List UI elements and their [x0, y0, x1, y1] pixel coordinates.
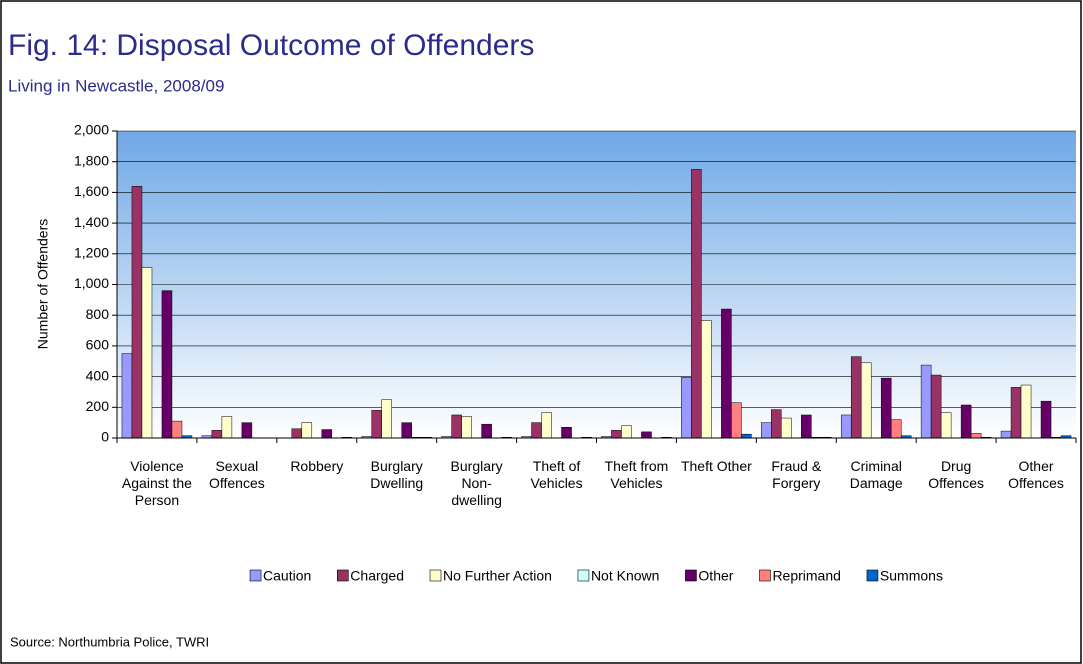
bar: [241, 422, 253, 439]
y-tick-label: 400: [86, 367, 110, 383]
legend-swatch: [577, 569, 590, 582]
x-tick-label: Sexual Offences: [208, 458, 265, 491]
bar: [211, 430, 223, 439]
bar: [221, 416, 233, 439]
bar: [371, 410, 382, 439]
bar: [1040, 400, 1052, 439]
legend-swatch: [249, 569, 262, 582]
bar: [850, 356, 862, 439]
bar: [1010, 387, 1022, 439]
y-tick-label: 2,000: [74, 122, 109, 138]
bar: [860, 362, 872, 439]
y-axis-label: Number of Offenders: [35, 219, 51, 349]
bar: [940, 412, 952, 439]
x-tick-label: Violence Against the Person: [121, 458, 192, 508]
bar: [141, 267, 153, 439]
chart-subtitle: Living in Newcastle, 2008/09: [8, 76, 224, 95]
bar: [691, 169, 702, 439]
legend-label: Reprimand: [772, 568, 840, 584]
bar: [611, 430, 622, 439]
bar: [890, 419, 902, 439]
bar: [641, 431, 652, 439]
bar: [171, 420, 183, 439]
bar: [541, 412, 552, 439]
legend-label: Charged: [350, 568, 404, 584]
y-tick-label: 1,400: [74, 214, 109, 230]
bar: [481, 423, 492, 439]
bar: [461, 416, 472, 439]
bar: [840, 414, 852, 439]
source: Source: Northumbria Police, TWRI: [10, 634, 209, 649]
y-tick-label: 1,000: [74, 275, 109, 291]
x-tick-label: Robbery: [290, 458, 344, 474]
x-tick-label: Drug Offences: [928, 458, 985, 491]
bar: [721, 308, 732, 439]
legend-swatch: [685, 569, 697, 582]
x-tick-label: Fraud & Forgery: [771, 458, 822, 491]
bar: [731, 402, 742, 439]
y-tick-label: 1,800: [74, 152, 109, 168]
legend-label: Other: [698, 568, 733, 584]
bar: [451, 414, 462, 439]
bar: [291, 428, 303, 439]
y-tick-label: 1,200: [74, 245, 109, 261]
bar: [161, 290, 173, 439]
bar: [701, 320, 712, 439]
bar: [781, 417, 792, 439]
bar: [801, 414, 812, 439]
bar: [880, 377, 892, 439]
bar: [121, 353, 133, 439]
legend-label: Caution: [263, 568, 311, 584]
x-tick-label: Theft Other: [680, 458, 752, 474]
bar: [621, 425, 632, 439]
y-tick-label: 600: [86, 337, 110, 353]
bar: [970, 433, 982, 439]
bar: [920, 364, 932, 439]
chart-title: Fig. 14: Disposal Outcome of Offenders: [8, 29, 534, 62]
x-tick-label: Theft from Vehicles: [604, 458, 669, 491]
y-tick-label: 800: [86, 306, 110, 322]
x-tick-label: Criminal Damage: [849, 458, 903, 491]
bar: [301, 422, 313, 439]
bar: [761, 422, 772, 439]
x-tick-label: Burglary Dwelling: [370, 458, 424, 491]
bar: [930, 374, 942, 439]
bar: [1020, 384, 1032, 439]
y-tick-label: 0: [101, 429, 109, 445]
bar: [381, 399, 392, 439]
bar: [531, 422, 542, 439]
bar: [131, 186, 143, 439]
x-tick-label: Other Offences: [1008, 458, 1064, 491]
bar: [741, 433, 752, 439]
y-tick-label: 1,600: [74, 183, 109, 199]
y-tick-label: 200: [86, 398, 110, 414]
x-tick-label: Burglary Non-dwelling: [450, 458, 503, 508]
bar: [401, 422, 412, 439]
x-tick-label: Theft of Vehicles: [530, 458, 583, 491]
legend-swatch: [759, 569, 771, 582]
bar: [960, 404, 972, 439]
bar: [561, 427, 572, 439]
bar: [681, 377, 692, 439]
bar: [771, 409, 782, 439]
legend-swatch: [429, 569, 442, 582]
legend-swatch: [866, 569, 879, 582]
bar: [1000, 430, 1012, 439]
legend-label: Not Known: [591, 568, 659, 584]
legend-swatch: [337, 569, 349, 582]
legend-label: Summons: [880, 568, 943, 584]
bar: [321, 429, 333, 439]
legend-label: No Further Action: [443, 568, 552, 584]
